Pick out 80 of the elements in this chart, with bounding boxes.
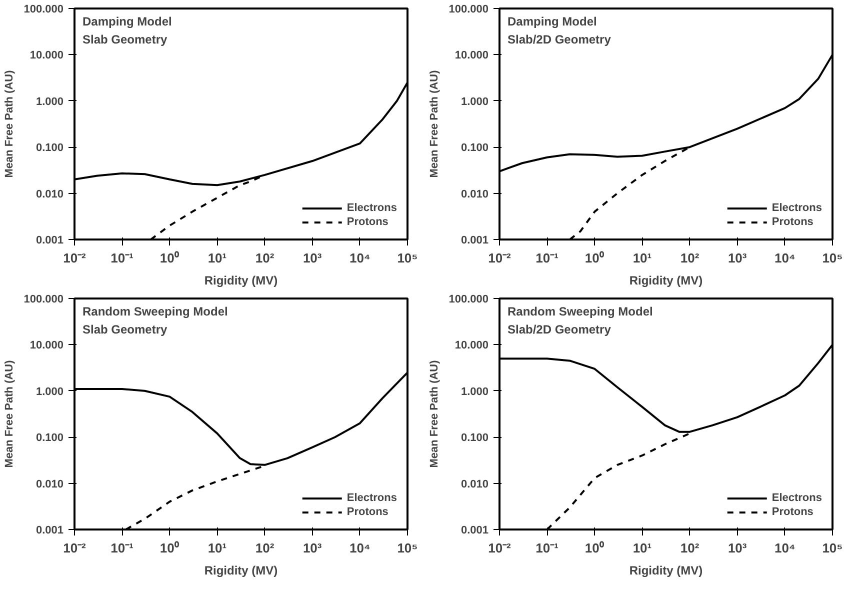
x-tick-label: 10⁻¹	[110, 250, 134, 266]
x-tick-label: 10²	[255, 250, 275, 266]
y-tick-label: 100.000	[448, 294, 489, 306]
y-tick-label: 1.000	[460, 96, 489, 108]
y-tick-label: 0.010	[460, 188, 489, 200]
legend-label: Electrons	[346, 491, 397, 505]
y-tick-label: 100.000	[448, 4, 489, 16]
x-tick-label: 10⁻²	[63, 250, 87, 266]
y-axis-title: Mean Free Path (AU)	[4, 360, 16, 468]
legend-label: Protons	[346, 215, 388, 229]
y-axis-title: Mean Free Path (AU)	[4, 70, 16, 178]
x-tick-label: 10⁻¹	[110, 540, 134, 556]
text: Slab Geometry	[82, 322, 168, 336]
x-tick-label: 10¹	[632, 250, 652, 266]
y-tick-label: 1.000	[36, 386, 64, 398]
text: Damping Model	[82, 14, 172, 28]
y-tick-label: 0.010	[36, 478, 64, 490]
text: Random Sweeping Model	[508, 304, 653, 318]
x-tick-label: 10⁻¹	[536, 540, 558, 556]
y-tick-label: 100.000	[24, 294, 64, 306]
text: Slab/2D Geometry	[508, 322, 612, 336]
x-tick-label: 10⁰	[584, 540, 604, 556]
x-axis-title: Rigidity (MV)	[629, 564, 703, 578]
y-tick-label: 1.000	[460, 386, 489, 398]
x-axis-title: Rigidity (MV)	[629, 274, 703, 288]
x-axis-title: Rigidity (MV)	[204, 564, 278, 578]
x-tick-label: 10⁻¹	[536, 250, 558, 266]
text: Slab Geometry	[82, 32, 168, 46]
y-tick-label: 0.100	[460, 142, 489, 154]
x-tick-label: 10⁴	[774, 250, 796, 266]
legend-label: Electrons	[346, 201, 397, 215]
y-tick-label: 0.001	[36, 524, 64, 536]
x-tick-label: 10⁰	[160, 540, 180, 556]
y-tick-label: 1.000	[36, 96, 64, 108]
x-tick-label: 10¹	[632, 540, 652, 556]
x-tick-label: 10²	[255, 540, 275, 556]
x-axis-title: Rigidity (MV)	[204, 274, 278, 288]
y-tick-label: 10.000	[454, 340, 489, 352]
x-tick-label: 10¹	[208, 250, 227, 266]
legend-label: Electrons	[772, 201, 822, 215]
legend-label: Electrons	[772, 491, 822, 505]
x-tick-label: 10²	[680, 250, 700, 266]
y-tick-label: 0.001	[460, 234, 489, 246]
text: Damping Model	[508, 14, 597, 28]
y-tick-label: 10.000	[454, 50, 489, 62]
x-tick-label: 10³	[302, 540, 322, 556]
legend-label: Protons	[346, 505, 388, 519]
y-tick-label: 0.010	[36, 188, 64, 200]
text: Slab/2D Geometry	[508, 32, 612, 46]
x-tick-label: 10⁵	[397, 540, 418, 556]
y-tick-label: 10.000	[30, 50, 64, 62]
x-tick-label: 10⁰	[160, 250, 180, 266]
y-tick-label: 0.100	[36, 142, 64, 154]
x-tick-label: 10⁴	[774, 540, 796, 556]
legend-label: Protons	[772, 215, 814, 229]
x-tick-label: 10⁵	[822, 250, 843, 266]
x-tick-label: 10³	[728, 250, 748, 266]
y-tick-label: 0.010	[460, 478, 489, 490]
x-tick-label: 10²	[680, 540, 700, 556]
x-tick-label: 10⁻²	[488, 250, 512, 266]
y-tick-label: 0.001	[36, 234, 64, 246]
y-tick-label: 0.100	[460, 432, 489, 444]
y-tick-label: 10.000	[30, 340, 64, 352]
x-tick-label: 10⁰	[584, 250, 604, 266]
y-axis-title: Mean Free Path (AU)	[428, 360, 441, 468]
x-tick-label: 10¹	[208, 540, 227, 556]
legend-label: Protons	[772, 505, 814, 519]
x-tick-label: 10⁻²	[63, 540, 87, 556]
x-tick-label: 10⁴	[349, 250, 370, 266]
y-axis-title: Mean Free Path (AU)	[428, 70, 441, 178]
y-tick-label: 0.100	[36, 432, 64, 444]
x-tick-label: 10⁵	[397, 250, 418, 266]
x-tick-label: 10⁵	[822, 540, 843, 556]
x-tick-label: 10³	[728, 540, 748, 556]
y-tick-label: 100.000	[24, 4, 64, 16]
y-tick-label: 0.001	[460, 524, 489, 536]
x-tick-label: 10⁴	[349, 540, 370, 556]
text: Random Sweeping Model	[82, 304, 228, 318]
x-tick-label: 10³	[302, 250, 322, 266]
x-tick-label: 10⁻²	[488, 540, 512, 556]
